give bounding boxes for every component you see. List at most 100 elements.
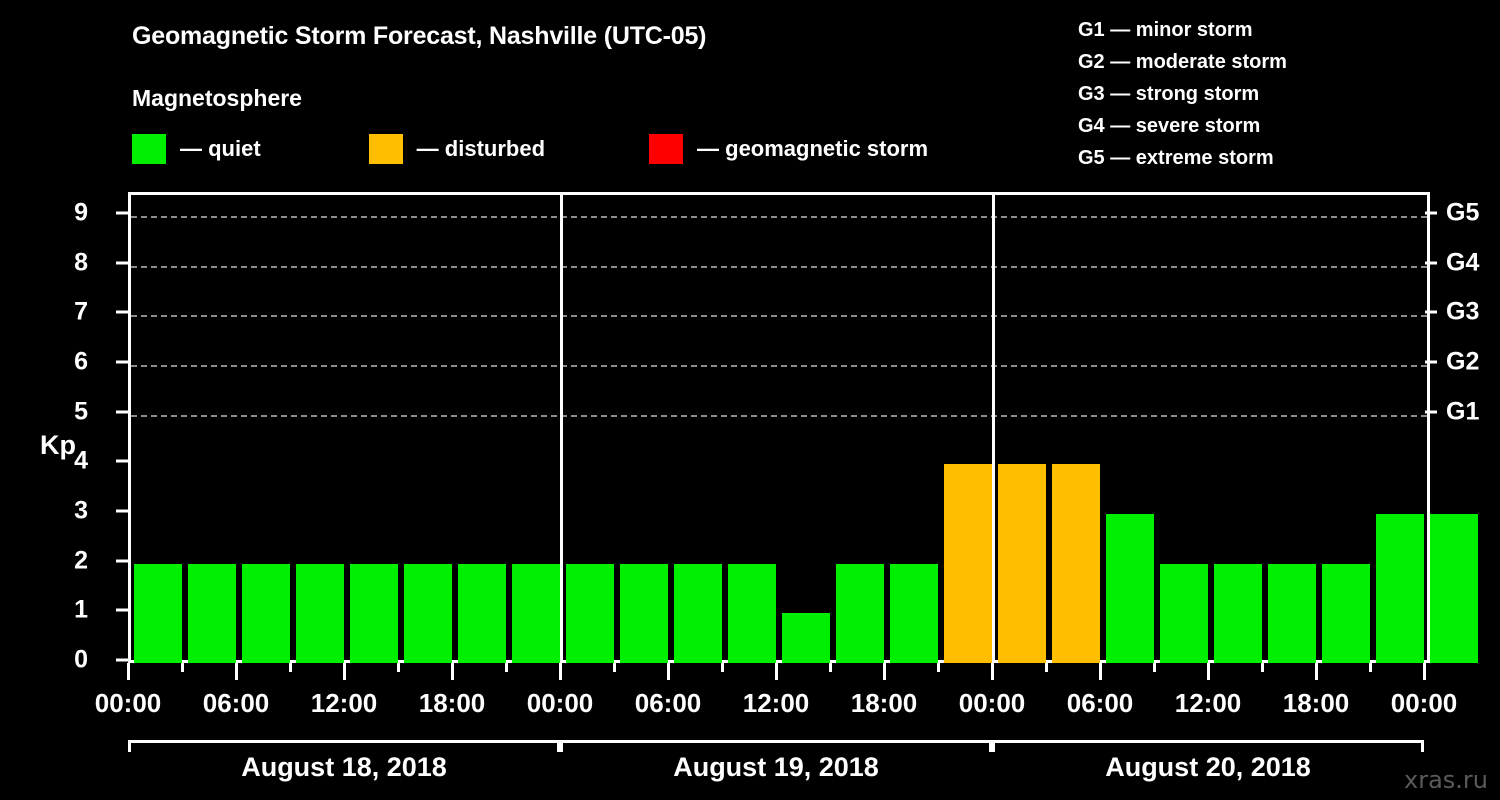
x-tick (1207, 663, 1210, 680)
y-tick-label-6: 6 (74, 347, 88, 376)
bar (1322, 563, 1370, 663)
x-tick (991, 663, 994, 680)
x-tick (1315, 663, 1318, 680)
x-tick (667, 663, 670, 680)
y-tick-label-7: 7 (74, 297, 88, 326)
day-label: August 19, 2018 (673, 752, 879, 782)
y-tick-mark-6 (116, 360, 128, 364)
y-tick-label-0: 0 (74, 645, 88, 674)
x-tick (1369, 663, 1372, 672)
bar (512, 563, 560, 663)
gridline-kp-5 (131, 414, 1427, 417)
bar (890, 563, 938, 663)
y-tick-mark-7 (116, 310, 128, 314)
x-tick-label: 18:00 (1282, 688, 1350, 718)
g-tick-label-G1: G1 (1446, 397, 1480, 426)
day-label: August 20, 2018 (1105, 752, 1311, 782)
y-tick-label-1: 1 (74, 595, 88, 624)
bar (1430, 513, 1478, 663)
legend-label-quiet: — quiet (180, 136, 261, 161)
bar (728, 563, 776, 663)
y-tick-mark-2 (116, 559, 128, 563)
x-tick-label: 18:00 (850, 688, 918, 718)
x-tick-label: 12:00 (310, 688, 378, 718)
x-tick (883, 663, 886, 680)
bar (1052, 464, 1100, 663)
x-tick (721, 663, 724, 672)
x-tick-label: 00:00 (958, 688, 1026, 718)
bar (1214, 563, 1262, 663)
y-tick-mark-1 (116, 608, 128, 612)
bar (566, 563, 614, 663)
magnetosphere-legend: — quiet — disturbed — geomagnetic storm (132, 133, 928, 165)
chart-subtitle: Magnetosphere (132, 85, 302, 111)
x-tick (181, 663, 184, 672)
legend-item-storm: — geomagnetic storm (649, 133, 928, 165)
x-tick (1423, 663, 1426, 680)
x-tick (829, 663, 832, 672)
day-label: August 18, 2018 (241, 752, 447, 782)
x-tick (235, 663, 238, 680)
orange-square-icon (368, 134, 403, 164)
x-tick-label: 06:00 (202, 688, 270, 718)
x-tick-label: 00:00 (526, 688, 594, 718)
x-tick (451, 663, 454, 680)
x-tick (613, 663, 616, 672)
y-tick-mark-3 (116, 509, 128, 513)
bar (1106, 513, 1154, 663)
legend-label-disturbed: — disturbed (416, 136, 546, 161)
bar (836, 563, 884, 663)
x-tick-label: 00:00 (1390, 688, 1458, 718)
y-tick-mark-0 (116, 658, 128, 662)
bar (458, 563, 506, 663)
y-tick-mark-4 (116, 459, 128, 463)
x-tick (289, 663, 292, 672)
bar (242, 563, 290, 663)
x-tick (559, 663, 562, 680)
x-tick (937, 663, 940, 672)
bar (404, 563, 452, 663)
g-tick-mark-G3 (1425, 310, 1437, 314)
x-axis-line (128, 660, 1430, 663)
watermark: xras.ru (1404, 766, 1488, 794)
g-tick-label-G3: G3 (1446, 297, 1480, 326)
bar (674, 563, 722, 663)
plot-area (128, 192, 1478, 663)
gridline-kp-7 (131, 315, 1427, 318)
y-tick-label-8: 8 (74, 248, 88, 277)
g-tick-label-G4: G4 (1446, 248, 1480, 277)
day-bracket (128, 740, 560, 752)
bar (1160, 563, 1208, 663)
bar-series (131, 195, 1478, 663)
bar (1268, 563, 1316, 663)
bar (350, 563, 398, 663)
g-scale-legend: G1 — minor storm G2 — moderate storm G3 … (1078, 14, 1287, 174)
g-scale-line-g3: G3 — strong storm (1078, 83, 1260, 105)
y-axis-title: Kp (40, 430, 76, 460)
g-tick-mark-G5 (1425, 211, 1437, 215)
bar (296, 563, 344, 663)
y-tick-label-9: 9 (74, 198, 88, 227)
g-tick-label-G5: G5 (1446, 198, 1480, 227)
g-scale-line-g4: G4 — severe storm (1078, 115, 1261, 137)
y-tick-label-3: 3 (74, 496, 88, 525)
day-separator-1 (560, 195, 563, 663)
gridline-kp-6 (131, 364, 1427, 367)
page-title: Geomagnetic Storm Forecast, Nashville (U… (132, 22, 707, 50)
g-scale-line-g5: G5 — extreme storm (1078, 147, 1274, 169)
x-tick (343, 663, 346, 680)
x-tick (1261, 663, 1264, 672)
g-tick-mark-G4 (1425, 261, 1437, 265)
x-tick (505, 663, 508, 672)
bar (782, 613, 830, 663)
legend-item-quiet: — quiet (132, 133, 261, 165)
x-tick (1153, 663, 1156, 672)
y-tick-mark-8 (116, 261, 128, 265)
bar (1376, 513, 1424, 663)
y-tick-label-4: 4 (74, 446, 88, 475)
y-tick-mark-9 (116, 211, 128, 215)
day-bracket (560, 740, 992, 752)
y-tick-label-5: 5 (74, 397, 88, 426)
bar (134, 563, 182, 663)
x-tick (775, 663, 778, 680)
